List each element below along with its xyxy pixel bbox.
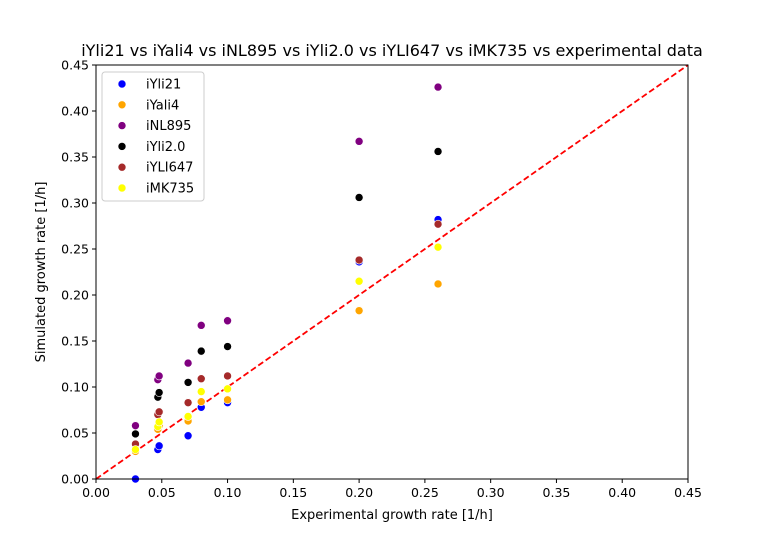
y-tick-label: 0.35 (61, 150, 89, 165)
data-point (223, 395, 232, 405)
data-point (154, 371, 164, 381)
x-tick-label: 0.25 (411, 485, 439, 500)
legend-label: iMK735 (146, 182, 194, 197)
y-tick-label: 0.10 (61, 380, 89, 395)
points-layer (131, 82, 443, 484)
data-point (131, 421, 140, 430)
y-tick-label: 0.25 (61, 242, 89, 257)
x-tick-label: 0.45 (674, 485, 702, 500)
y-tick-label: 0.15 (61, 334, 89, 349)
data-point (354, 193, 364, 202)
data-point (354, 306, 364, 315)
data-point (196, 387, 206, 396)
legend-marker (117, 79, 127, 89)
data-point (154, 441, 164, 451)
data-point (354, 276, 364, 286)
data-point (196, 397, 206, 407)
legend-marker (117, 100, 127, 110)
y-tick-label: 0.00 (61, 472, 89, 487)
y-tick-label: 0.05 (61, 426, 89, 441)
y-axis: 0.00 0.05 0.10 0.15 0.20 0.25 0.30 0.35 0.40 0.45 (61, 58, 96, 487)
legend-label: iYli2.0 (146, 140, 185, 155)
legend: iYli21 iYali4 iNL895 iYli2.0 iYLI647 iMK735 (101, 71, 205, 202)
y-tick-label: 0.45 (61, 58, 89, 73)
data-point (196, 321, 206, 330)
x-tick-label: 0.30 (477, 485, 505, 500)
y-tick-label: 0.30 (61, 196, 89, 211)
legend-label: iYLI647 (146, 161, 193, 176)
x-tick-label: 0.05 (148, 485, 176, 500)
data-point (154, 417, 164, 427)
data-point (196, 346, 206, 356)
data-point (433, 242, 443, 252)
data-point (433, 147, 443, 156)
data-point (131, 445, 140, 454)
data-point (183, 412, 193, 421)
data-point (196, 374, 206, 384)
data-point (223, 384, 232, 394)
x-tick-label: 0.20 (345, 485, 373, 500)
chart-title: iYli21 vs iYali4 vs iNL895 vs iYli2.0 vs… (81, 41, 703, 60)
data-point (154, 407, 164, 417)
data-point (183, 378, 193, 387)
x-tick-label: 0.10 (214, 485, 242, 500)
data-point (354, 255, 364, 265)
x-axis: 0.00 0.05 0.10 0.15 0.20 0.25 0.30 0.35 0.40 0.45 (82, 479, 702, 500)
legend-marker (117, 162, 127, 172)
legend-label: iNL895 (146, 119, 191, 134)
legend-marker (117, 121, 127, 130)
data-point (183, 358, 193, 368)
data-point (433, 82, 443, 92)
legend-label: iYali4 (146, 98, 179, 113)
reference-line (95, 64, 689, 480)
y-axis-label: Simulated growth rate [1/h] (34, 182, 49, 363)
y-tick-label: 0.40 (61, 104, 89, 119)
data-point (131, 429, 140, 439)
data-point (433, 279, 443, 289)
x-tick-label: 0.15 (279, 485, 307, 500)
data-point (183, 431, 193, 441)
data-point (354, 137, 364, 146)
x-tick-label: 0.40 (608, 485, 636, 500)
data-point (433, 219, 443, 229)
data-point (154, 388, 164, 397)
legend-marker (117, 142, 127, 151)
plot-frame (95, 64, 689, 480)
data-point (223, 371, 232, 381)
x-tick-label: 0.00 (82, 485, 110, 500)
legend-label: iYli21 (146, 78, 181, 93)
legend-box (101, 71, 205, 202)
x-tick-label: 0.35 (543, 485, 571, 500)
x-axis-label: Experimental growth rate [1/h] (291, 508, 493, 523)
legend-marker (117, 183, 127, 193)
data-point (223, 342, 232, 351)
data-point (183, 398, 193, 407)
y-tick-label: 0.20 (61, 288, 89, 303)
data-point (223, 316, 232, 326)
